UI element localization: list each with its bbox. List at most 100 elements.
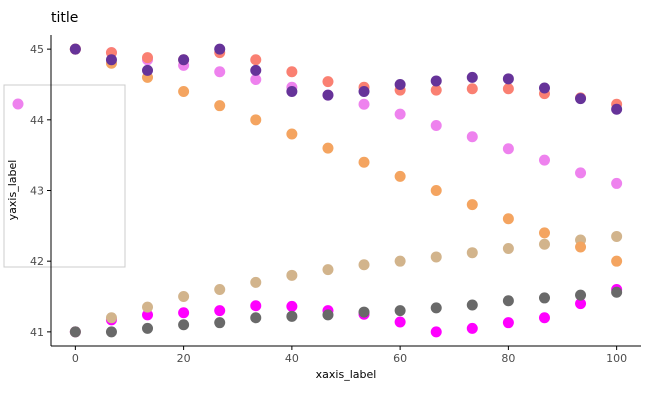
data-point [394,305,406,317]
data-point [466,247,478,259]
data-point [466,71,478,83]
data-point [142,309,154,321]
data-point [466,199,478,211]
data-point [142,301,154,313]
data-point [611,230,623,242]
x-tick-label: 20 [177,352,191,365]
data-point [322,76,334,88]
data-point [358,86,370,98]
data-point [502,83,514,95]
data-point [142,64,154,76]
data-point [178,291,190,303]
data-point [466,131,478,143]
data-point [214,305,226,317]
data-point [430,302,442,314]
data-point [250,54,262,66]
x-tick-label: 100 [606,352,627,365]
data-point [430,185,442,196]
data-point [502,317,514,329]
data-point [575,167,587,179]
series-rebecca-purple [69,43,623,115]
data-point [538,82,550,94]
data-point [105,54,117,66]
data-point [611,177,623,189]
data-point [250,64,262,76]
series-violet [69,43,623,189]
data-point [250,74,262,86]
data-point [502,213,514,225]
data-point [430,326,442,338]
y-tick-label: 42 [30,255,44,268]
data-point [611,103,623,115]
data-point [394,316,406,328]
chart-title: title [51,10,78,26]
legend [3,84,126,268]
data-point [322,89,334,101]
data-point [538,238,550,250]
data-point [538,312,550,324]
data-point [286,66,298,78]
legend-box [3,84,126,268]
data-point [178,86,190,98]
data-point [502,73,514,85]
series-tan [69,230,623,338]
data-point [575,241,587,253]
data-point [466,322,478,334]
data-point [538,227,550,239]
data-point [466,83,478,95]
x-tick-label: 80 [501,352,515,365]
data-point [430,75,442,87]
series-dim-gray [69,286,623,338]
data-point [214,283,226,295]
y-tick-label: 44 [30,114,44,127]
data-point [394,170,406,182]
data-point [286,300,298,312]
data-point [214,100,226,112]
x-ticks: 0 20 40 60 80 100 [72,346,627,365]
data-point [286,269,298,281]
data-point [142,52,154,64]
data-point [105,312,117,324]
data-point [430,251,442,263]
y-axis-title: yaxis_label [6,160,19,221]
data-point [358,98,370,110]
data-point [322,264,334,276]
data-point [611,286,623,298]
data-point [214,66,226,78]
data-point [502,143,514,155]
data-point [538,154,550,166]
data-point [105,326,117,338]
data-point [214,43,226,55]
data-point [394,255,406,267]
data-point [611,255,623,267]
data-point [430,119,442,131]
data-point [69,43,81,55]
y-tick-label: 45 [30,43,44,56]
data-point [142,322,154,334]
data-point [250,312,262,324]
data-point [214,317,226,329]
data-point [358,306,370,318]
data-point [69,326,81,338]
data-point [538,292,550,304]
data-point [575,298,587,310]
legend-swatch [12,98,24,110]
data-point [358,259,370,271]
data-point [286,310,298,322]
data-point [575,289,587,301]
data-point [322,309,334,321]
data-point [394,108,406,120]
data-point [466,299,478,311]
data-points [69,43,623,338]
data-point [250,276,262,288]
data-point [178,319,190,331]
x-tick-label: 60 [393,352,407,365]
data-point [394,78,406,90]
data-point [322,142,334,154]
x-tick-label: 40 [285,352,299,365]
data-point [250,114,262,126]
data-point [286,86,298,98]
data-point [250,300,262,312]
x-axis-title: xaxis_label [316,368,377,381]
